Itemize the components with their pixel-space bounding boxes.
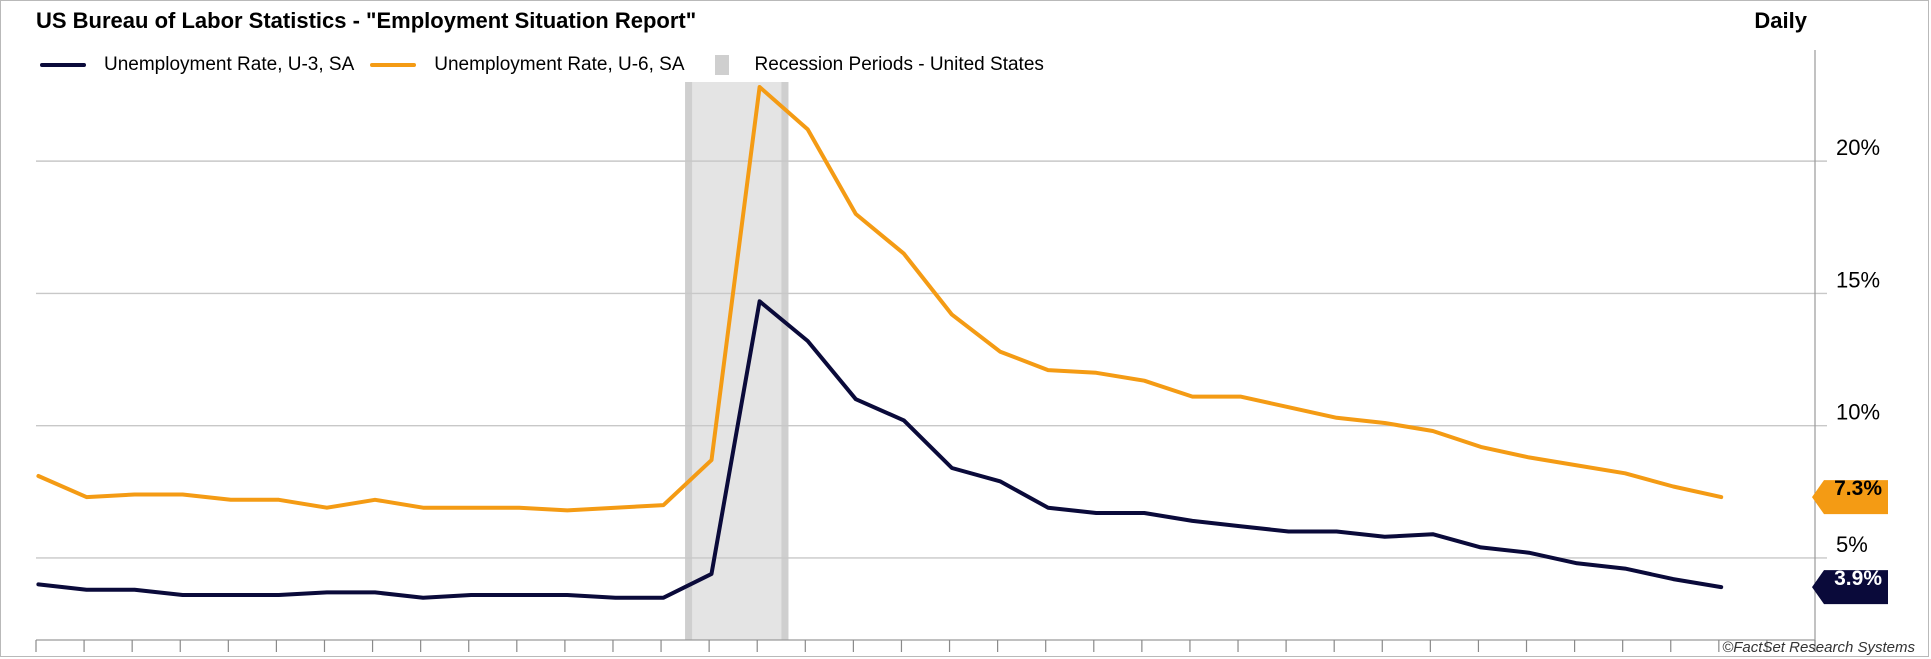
y-tick-label: 10% <box>1836 400 1880 425</box>
y-tick-label: 5% <box>1836 532 1868 557</box>
series-line-u3 <box>36 299 1724 600</box>
last-value-label: 7.3% <box>1834 477 1882 500</box>
recession-band-edge-left <box>685 82 693 640</box>
last-value-tag-u3: 3.9% <box>1812 567 1888 605</box>
legend-swatch-u6 <box>370 63 417 67</box>
legend: Unemployment Rate, U-3, SA Unemployment … <box>40 50 1060 80</box>
chart-title: US Bureau of Labor Statistics - "Employm… <box>36 8 697 33</box>
recession-band <box>685 82 789 640</box>
y-tick-label: 20% <box>1836 135 1880 160</box>
credit-text: ©FactSet Research Systems <box>1722 639 1915 656</box>
legend-label-u6: Unemployment Rate, U-6, SA <box>434 54 685 75</box>
legend-swatch-recession <box>714 55 729 75</box>
last-value-tag-bg <box>1812 570 1888 605</box>
recession-band-edge-right <box>781 82 789 640</box>
legend-label-u3: Unemployment Rate, U-3, SA <box>104 54 355 75</box>
series-line-u6 <box>36 85 1724 513</box>
last-value-tag-u6: 7.3% <box>1812 477 1888 515</box>
legend-item-recession[interactable]: Recession Periods - United States <box>701 54 1044 76</box>
last-value-tag-bg <box>1812 480 1888 515</box>
legend-item-u6[interactable]: Unemployment Rate, U-6, SA <box>370 54 685 76</box>
y-tick-label: 15% <box>1836 267 1880 292</box>
frequency-label: Daily <box>1754 8 1807 33</box>
legend-label-recession: Recession Periods - United States <box>754 54 1044 75</box>
last-value-label: 3.9% <box>1834 567 1882 590</box>
legend-item-u3[interactable]: Unemployment Rate, U-3, SA <box>40 54 354 76</box>
legend-swatch-u3 <box>40 63 86 67</box>
